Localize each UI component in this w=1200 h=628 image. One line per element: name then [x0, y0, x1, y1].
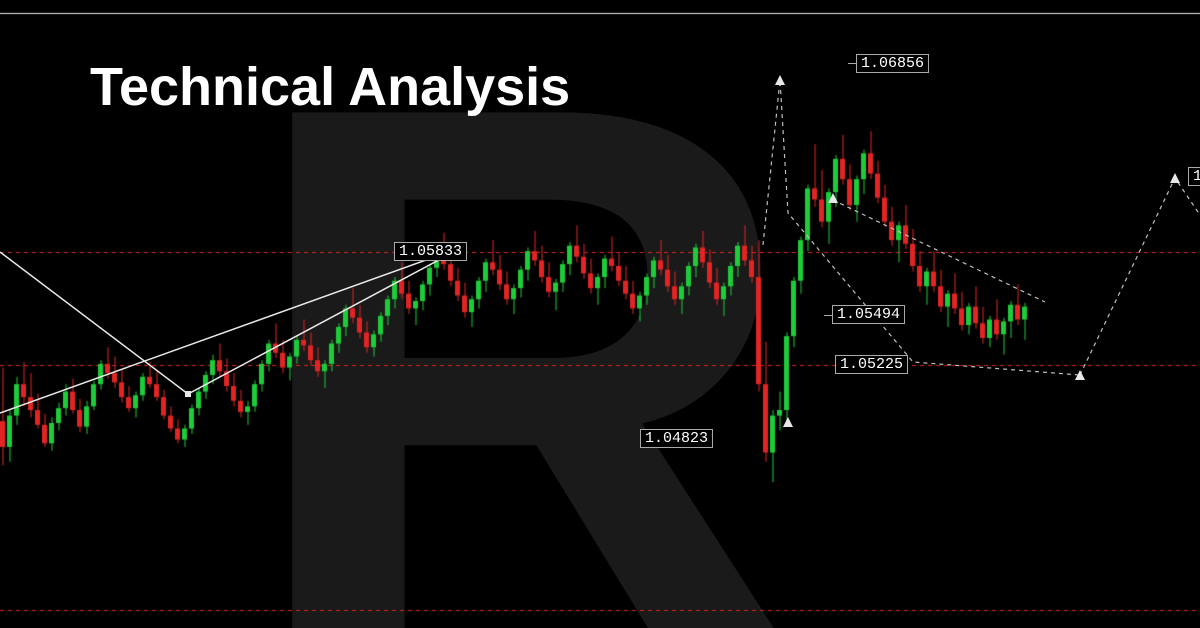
- chart-stage: R Technical Analysis 1.068561.058331.054…: [0, 0, 1200, 628]
- price-label: 1.: [1188, 167, 1200, 186]
- price-label: 1.05225: [835, 355, 908, 374]
- price-label: 1.05494: [832, 305, 905, 324]
- price-label: 1.05833: [394, 242, 467, 261]
- page-title: Technical Analysis: [90, 60, 570, 114]
- price-label: 1.06856: [856, 54, 929, 73]
- price-label: 1.04823: [640, 429, 713, 448]
